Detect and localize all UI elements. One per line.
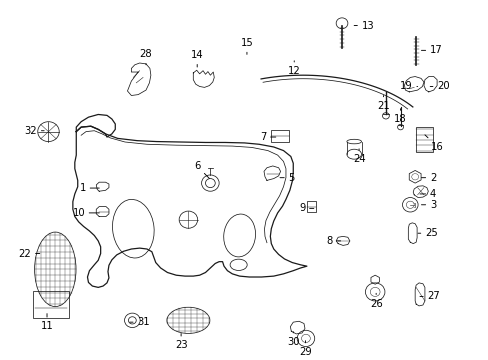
Text: 17: 17 <box>421 45 442 55</box>
Text: 23: 23 <box>174 333 187 350</box>
Text: 11: 11 <box>41 314 53 331</box>
Text: 28: 28 <box>140 49 152 65</box>
Text: 32: 32 <box>24 126 44 136</box>
Text: 6: 6 <box>194 161 209 179</box>
Text: 25: 25 <box>417 228 437 238</box>
Text: 3: 3 <box>421 200 435 210</box>
Bar <box>33 291 69 318</box>
Text: 7: 7 <box>260 132 275 142</box>
Text: 13: 13 <box>353 21 373 31</box>
Text: 21: 21 <box>376 95 389 111</box>
Text: 18: 18 <box>393 109 406 125</box>
Text: 4: 4 <box>419 189 435 199</box>
Text: 8: 8 <box>325 236 340 246</box>
Text: 26: 26 <box>369 293 382 309</box>
Text: 1: 1 <box>80 183 99 193</box>
Text: 24: 24 <box>352 149 365 164</box>
Text: 10: 10 <box>72 208 99 218</box>
Text: 5: 5 <box>280 173 294 183</box>
Text: 29: 29 <box>299 341 311 357</box>
Text: 31: 31 <box>130 317 149 327</box>
Text: 2: 2 <box>421 173 435 183</box>
Text: 19: 19 <box>399 81 417 91</box>
Text: 20: 20 <box>429 81 449 91</box>
Bar <box>270 130 289 141</box>
Bar <box>415 127 432 152</box>
Text: 27: 27 <box>419 292 439 301</box>
Text: 30: 30 <box>286 332 299 347</box>
Bar <box>306 201 315 212</box>
Text: 9: 9 <box>299 203 313 213</box>
Text: 15: 15 <box>240 38 253 54</box>
Text: 12: 12 <box>287 61 300 76</box>
Text: 22: 22 <box>19 248 40 258</box>
Text: 14: 14 <box>190 50 203 67</box>
Text: 16: 16 <box>424 135 443 152</box>
